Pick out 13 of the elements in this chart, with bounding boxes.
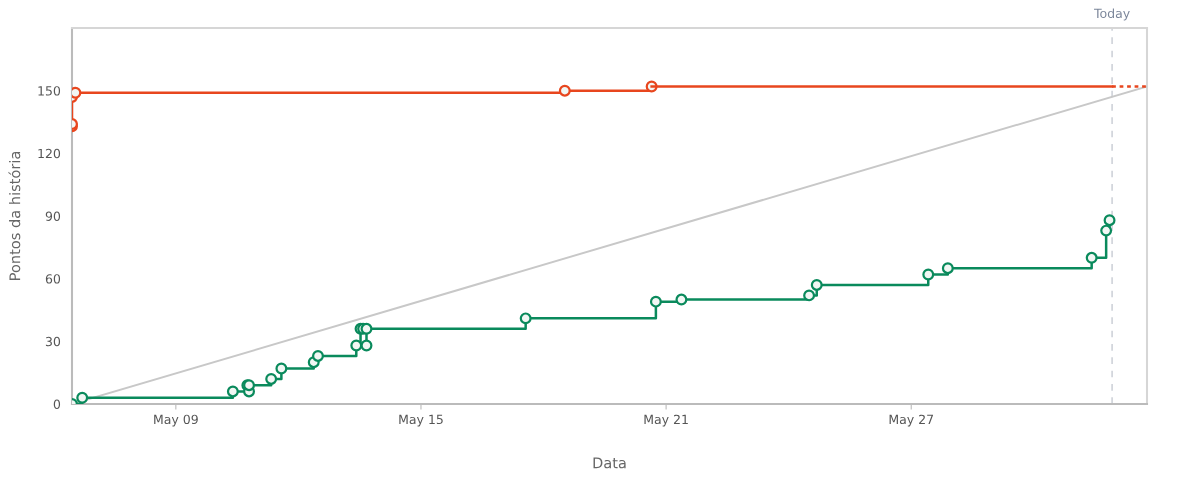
y-tick-label: 60 (45, 274, 61, 284)
x-tick-label: May 15 (399, 414, 443, 427)
y-axis-title: Pontos da história (8, 152, 21, 280)
ref-line-label: Today (1093, 8, 1130, 21)
x-tick-label: May 27 (889, 414, 934, 427)
y-tick-label: 0 (53, 399, 61, 409)
x-tick-label: May 09 (154, 414, 198, 427)
y-tick-label: 90 (45, 211, 61, 221)
y-tick-label: 150 (38, 86, 61, 96)
y-tick-label: 120 (38, 148, 61, 159)
y-tick-label: 30 (45, 336, 61, 347)
x-tick-label: May 21 (644, 414, 688, 427)
x-axis-title: Data (593, 457, 626, 469)
